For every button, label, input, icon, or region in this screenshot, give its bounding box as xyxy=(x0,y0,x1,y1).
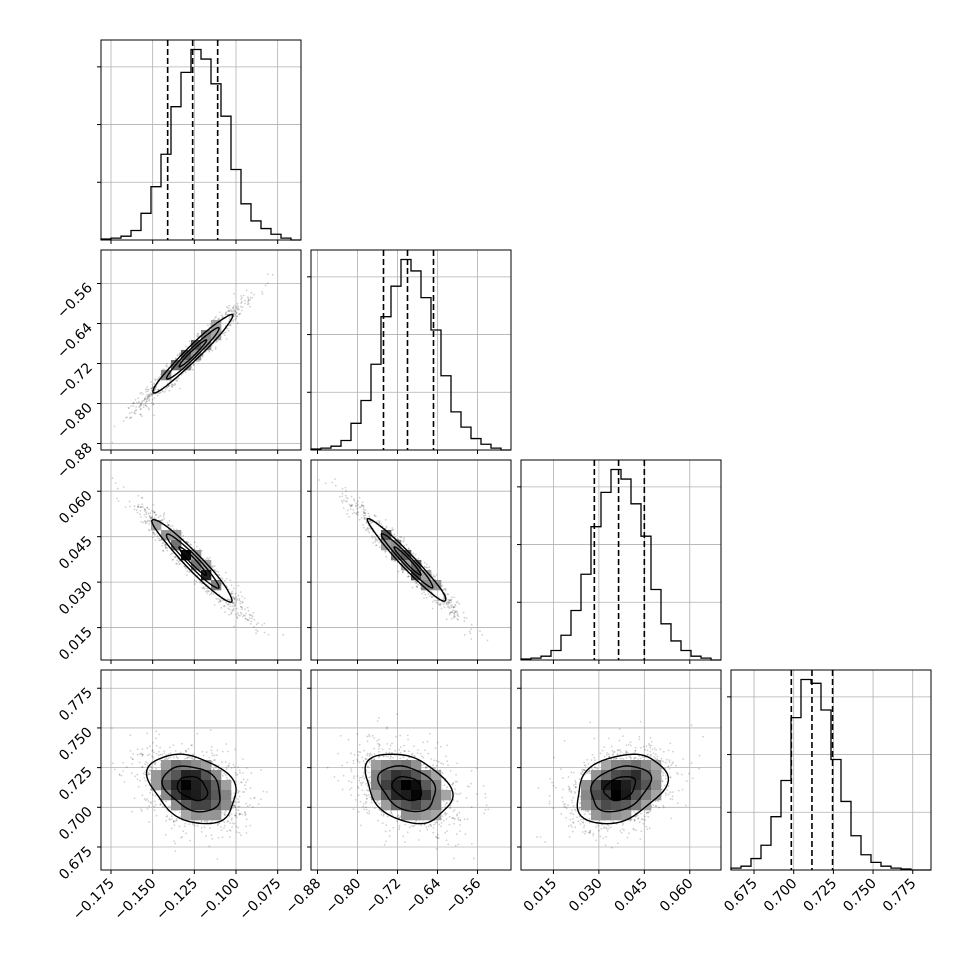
y-tick-label-2-0: 0.015 xyxy=(56,624,96,664)
x-tick-label-2-1: 0.030 xyxy=(566,876,606,916)
contour-1-0-2 xyxy=(152,313,234,394)
scatter-grid-2-1 xyxy=(311,460,511,660)
x-tick-label-2-2: 0.045 xyxy=(611,876,651,916)
scatter-points-3-0 xyxy=(111,727,268,860)
contour-2-1-1 xyxy=(380,533,434,589)
hist-panel-1 xyxy=(307,249,512,454)
x-tick-label-1-1: −0.80 xyxy=(323,876,365,918)
scatter-panel-2-1 xyxy=(307,459,512,664)
scatter-frame-3-2 xyxy=(520,669,722,871)
y-tick-label-1-4: −0.56 xyxy=(54,280,96,322)
scatter-frame-1-0 xyxy=(100,249,302,451)
scatter-panel-1-0 xyxy=(97,249,302,454)
scatter-panel-3-2 xyxy=(517,669,722,874)
x-tick-label-0-4: −0.075 xyxy=(237,876,285,924)
x-tick-label-2-3: 0.060 xyxy=(657,876,697,916)
contour-3-0-0 xyxy=(176,775,209,802)
contour-2-0-2 xyxy=(151,518,233,603)
scatter-frame-3-1 xyxy=(310,669,512,871)
x-tick-label-0-0: −0.175 xyxy=(70,876,118,924)
y-tick-label-3-4: 0.775 xyxy=(56,685,96,725)
y-tick-label-1-2: −0.72 xyxy=(54,360,96,402)
hist-panel-3 xyxy=(727,669,932,874)
scatter-frame-3-0 xyxy=(100,669,302,871)
y-tick-label-3-2: 0.725 xyxy=(56,764,96,804)
hist-frame-0 xyxy=(100,39,302,241)
contour-3-2-2 xyxy=(576,753,670,825)
contour-1-0-0 xyxy=(178,339,208,368)
hist-frame-2 xyxy=(520,459,722,661)
hist-grid-0 xyxy=(101,40,301,240)
contour-2-1-2 xyxy=(366,517,447,602)
y-tick-label-3-3: 0.750 xyxy=(56,724,96,764)
hist-frame-1 xyxy=(310,249,512,451)
contour-3-0-2 xyxy=(145,753,237,825)
x-tick-label-3-3: 0.750 xyxy=(840,876,880,916)
density-3-1 xyxy=(371,760,452,821)
hist-panel-0 xyxy=(97,39,302,244)
hist-grid-3 xyxy=(731,670,931,870)
scatter-panel-3-1 xyxy=(307,669,512,874)
histogram-2 xyxy=(520,468,721,661)
x-tick-label-3-2: 0.725 xyxy=(801,876,841,916)
scatter-points-3-1 xyxy=(326,713,490,860)
x-tick-label-0-1: −0.150 xyxy=(112,876,160,924)
x-tick-label-1-4: −0.56 xyxy=(443,875,485,917)
scatter-panel-3-0 xyxy=(97,669,302,874)
contour-2-0-0 xyxy=(178,546,208,576)
y-tick-label-1-1: −0.80 xyxy=(54,400,96,442)
x-tick-label-3-1: 0.700 xyxy=(761,876,801,916)
scatter-frame-2-1 xyxy=(310,459,512,661)
scatter-frame-2-0 xyxy=(100,459,302,661)
hist-frame-3 xyxy=(730,669,932,871)
contour-3-0-1 xyxy=(161,765,221,813)
x-tick-label-1-2: −0.72 xyxy=(363,876,405,918)
contour-2-0-1 xyxy=(165,533,220,589)
density-2-0 xyxy=(151,520,222,591)
x-tick-label-0-2: −0.125 xyxy=(153,876,201,924)
scatter-grid-2-0 xyxy=(101,460,301,660)
contour-2-1-0 xyxy=(393,546,422,576)
x-tick-label-2-0: 0.015 xyxy=(521,876,561,916)
y-tick-label-1-3: −0.64 xyxy=(54,320,96,362)
contour-1-0-1 xyxy=(165,326,220,380)
y-tick-label-2-3: 0.060 xyxy=(56,488,96,528)
hist-panel-2 xyxy=(517,459,722,664)
histogram-1 xyxy=(310,258,511,451)
x-tick-label-0-3: −0.100 xyxy=(195,876,243,924)
y-tick-label-2-2: 0.045 xyxy=(56,533,96,573)
y-tick-label-1-0: −0.88 xyxy=(54,440,96,482)
contour-3-2-0 xyxy=(603,776,637,802)
scatter-panel-2-0 xyxy=(97,459,302,664)
histogram-3 xyxy=(730,678,931,871)
y-tick-label-3-1: 0.700 xyxy=(56,804,96,844)
x-tick-label-3-4: 0.775 xyxy=(880,876,920,916)
density-3-0 xyxy=(151,760,232,821)
y-tick-label-2-1: 0.030 xyxy=(56,579,96,619)
x-tick-label-1-0: −0.88 xyxy=(283,876,325,918)
contour-3-1-2 xyxy=(364,753,454,825)
histogram-0 xyxy=(100,48,301,241)
contour-3-2-1 xyxy=(590,765,653,813)
contour-3-1-1 xyxy=(376,765,437,813)
x-tick-label-1-3: −0.64 xyxy=(403,875,445,917)
y-tick-label-3-0: 0.675 xyxy=(56,843,96,883)
x-tick-label-3-0: 0.675 xyxy=(721,876,761,916)
contour-3-1-0 xyxy=(391,776,423,802)
hist-grid-1 xyxy=(311,250,511,450)
hist-grid-2 xyxy=(521,460,721,660)
